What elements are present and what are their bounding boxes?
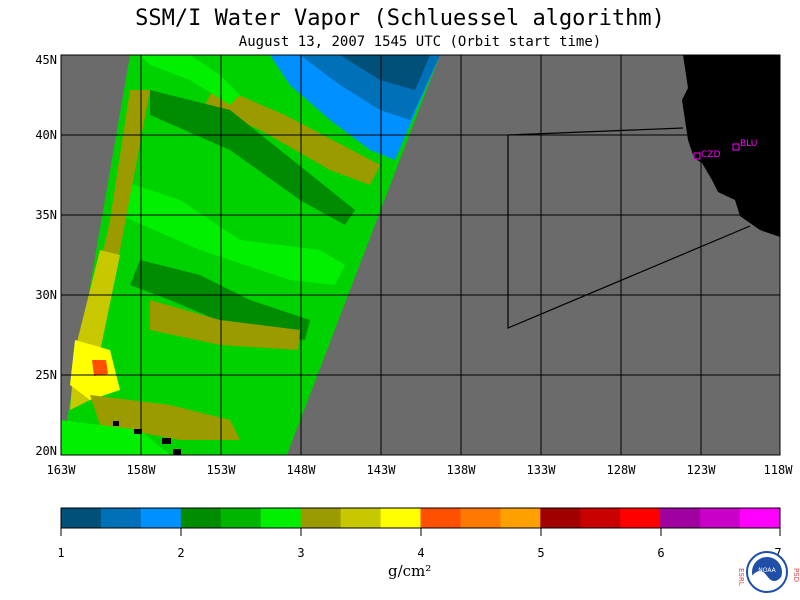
- colorbar-units: g/cm²: [388, 562, 432, 580]
- swath-band-dark-green-1: [150, 90, 355, 225]
- lon-label: 153W: [207, 463, 237, 477]
- station-czd-marker: [693, 152, 701, 160]
- colorbar-tick-label: 6: [657, 546, 664, 560]
- lon-label: 158W: [127, 463, 157, 477]
- lon-label: 133W: [527, 463, 557, 477]
- colorbar-tick-label: 4: [417, 546, 424, 560]
- colorbar-swatch: [260, 508, 302, 528]
- swath-band-dark-green-2: [130, 260, 310, 340]
- colorbar-swatch: [420, 508, 461, 528]
- colorbar-swatch: [740, 508, 781, 528]
- graticule: [61, 55, 780, 455]
- station-blu: BLU: [732, 139, 757, 151]
- station-blu-marker: [732, 143, 740, 151]
- lon-label: 138W: [447, 463, 477, 477]
- water-vapor-map: CZD BLU: [60, 54, 781, 456]
- colorbar-swatch: [540, 508, 581, 528]
- swath-band-olive-2: [150, 300, 300, 350]
- lon-label: 118W: [764, 463, 794, 477]
- lat-label: 25N: [35, 368, 57, 382]
- colorbar: [60, 507, 781, 536]
- swath-band-bright-3: [61, 420, 170, 455]
- lat-label: 45N: [35, 53, 57, 67]
- swath-band-bright-1: [140, 55, 240, 105]
- lon-label: 123W: [687, 463, 717, 477]
- colorbar-tick-label: 3: [297, 546, 304, 560]
- colorbar-swatch: [580, 508, 621, 528]
- colorbar-swatch: [61, 508, 102, 528]
- noaa-logo-wave: [752, 571, 782, 588]
- island: [162, 438, 171, 444]
- station-blu-label: BLU: [740, 139, 757, 149]
- colorbar-swatch: [220, 508, 262, 528]
- colorbar-swatch: [700, 508, 741, 528]
- island: [173, 449, 181, 455]
- map-frame: [60, 54, 781, 456]
- swath: [61, 55, 440, 455]
- hawaii-islands: [113, 421, 181, 455]
- noaa-logo-text: NOAA: [758, 567, 776, 574]
- station-czd-label: CZD: [701, 150, 720, 160]
- colorbar-swatch: [500, 508, 541, 528]
- noaa-logo: NOAA ESRL PSD: [737, 551, 800, 593]
- lon-label: 128W: [607, 463, 637, 477]
- lat-label: 40N: [35, 128, 57, 142]
- colorbar-tick-label: 2: [177, 546, 184, 560]
- colorbar-swatch: [140, 508, 182, 528]
- colorbar-swatch: [460, 508, 501, 528]
- colorbar-swatch: [660, 508, 701, 528]
- longitude-labels: 163W 158W 153W 148W 143W 138W 133W 128W …: [47, 463, 794, 477]
- lon-label: 148W: [287, 463, 317, 477]
- colorbar-swatch: [380, 508, 421, 528]
- lat-label: 35N: [35, 208, 57, 222]
- swath-band-bright-2: [120, 180, 345, 285]
- latitude-labels: 45N 40N 35N 30N 25N 20N: [35, 53, 57, 458]
- esrl-text: ESRL: [737, 568, 745, 586]
- swath-hotspot: [92, 360, 108, 376]
- colorbar-swatch: [300, 508, 342, 528]
- colorbar-tick-label: 1: [57, 546, 64, 560]
- colorbar-swatch: [340, 508, 382, 528]
- swath-band-dark-blue: [340, 55, 430, 90]
- island: [113, 421, 119, 426]
- colorbar-tick-label: 7: [774, 546, 781, 560]
- colorbar-tick-labels: 1 2 3 4 5 6 7: [57, 546, 781, 560]
- colorbar-tick-label: 5: [537, 546, 544, 560]
- island: [134, 429, 142, 434]
- colorbar-swatch: [620, 508, 661, 528]
- lon-label: 143W: [367, 463, 397, 477]
- region-outline: [507, 135, 751, 329]
- lat-label: 30N: [35, 288, 57, 302]
- station-czd: CZD: [693, 150, 720, 160]
- map-subtitle: August 13, 2007 1545 UTC (Orbit start ti…: [238, 34, 602, 50]
- colorbar-swatch: [100, 508, 142, 528]
- colorbar-swatch: [180, 508, 222, 528]
- lat-label: 20N: [35, 444, 57, 458]
- lon-label: 163W: [47, 463, 77, 477]
- north-america-land: [682, 55, 780, 237]
- psd-text: PSD: [792, 568, 800, 582]
- map-title: SSM/I Water Vapor (Schluessel algorithm): [135, 6, 665, 31]
- region-outline-top: [507, 127, 684, 136]
